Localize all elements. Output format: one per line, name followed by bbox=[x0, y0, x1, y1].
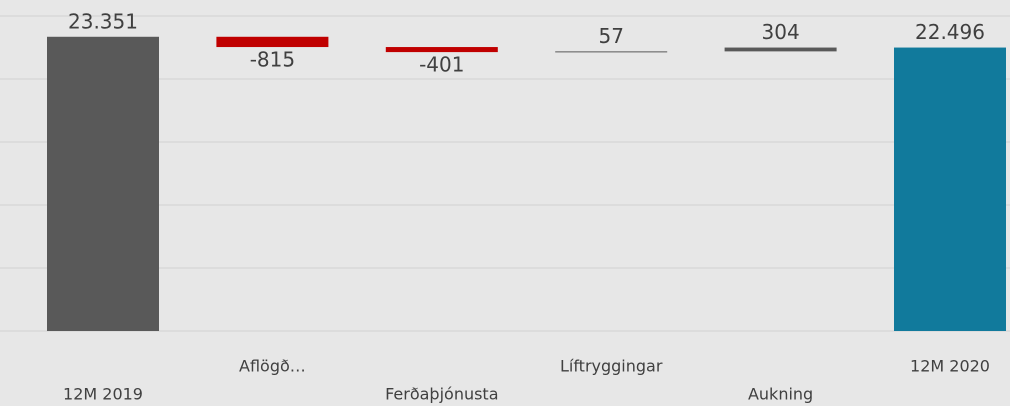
data-label: 22.496 bbox=[915, 20, 985, 44]
data-label: 304 bbox=[762, 20, 800, 44]
data-label: -815 bbox=[250, 48, 295, 72]
data-label: 23.351 bbox=[68, 9, 138, 33]
bar bbox=[47, 36, 159, 331]
bar bbox=[385, 47, 498, 53]
x-tick-label: Ferðaþjónusta bbox=[385, 385, 498, 404]
x-tick-label: Aukning bbox=[748, 385, 813, 404]
bar bbox=[216, 36, 329, 48]
x-tick-label: 12M 2020 bbox=[910, 357, 990, 376]
bar bbox=[555, 51, 668, 53]
data-label: -401 bbox=[419, 53, 464, 77]
x-tick-label: Líftryggingar bbox=[560, 357, 663, 376]
bar bbox=[894, 47, 1006, 331]
x-tick-label: 12M 2019 bbox=[63, 385, 143, 404]
data-label: 57 bbox=[598, 24, 623, 48]
bar bbox=[724, 47, 837, 52]
x-tick-label: Aflögð… bbox=[239, 357, 306, 376]
